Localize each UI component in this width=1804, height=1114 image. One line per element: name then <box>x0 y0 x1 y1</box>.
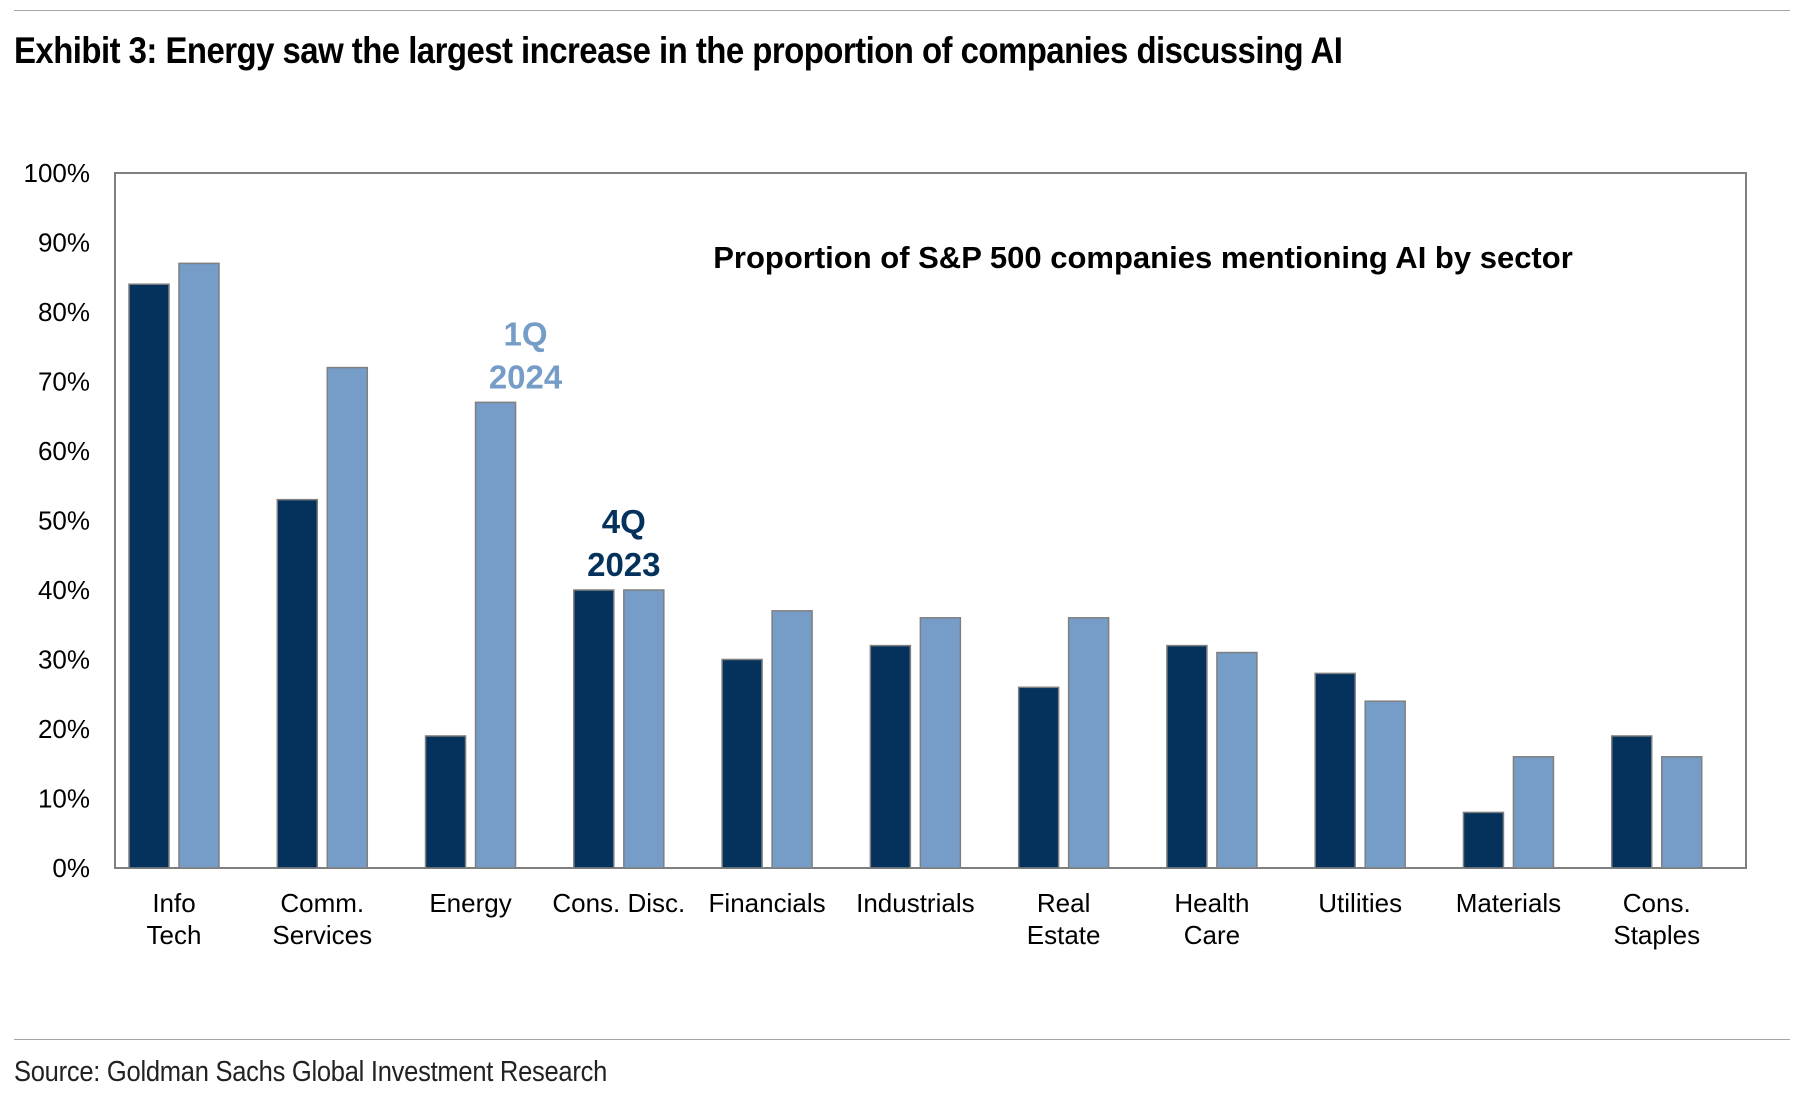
bar <box>1610 735 1653 869</box>
y-tick-label: 70% <box>38 367 90 397</box>
x-tick-label: Staples <box>1613 920 1700 950</box>
exhibit-title: Exhibit 3: Energy saw the largest increa… <box>14 30 1343 71</box>
y-tick-label: 100% <box>24 158 91 188</box>
x-tick-label: Info <box>152 888 195 918</box>
bar <box>721 658 763 869</box>
bar-chart: 0% 10% 20% 30% 40% 50% 60% 70% 80% 90% 100% InfoTec… <box>24 158 1747 950</box>
series-label: 4Q <box>602 503 646 540</box>
x-tick-label: Materials <box>1456 888 1561 918</box>
bar <box>424 735 467 869</box>
x-tick-label: Services <box>272 920 372 950</box>
series-label: 2024 <box>489 358 563 395</box>
bar <box>1067 617 1110 869</box>
x-tick-label: Estate <box>1027 920 1101 950</box>
bar <box>474 401 517 869</box>
y-tick-label: 60% <box>38 436 90 466</box>
bar <box>623 589 665 869</box>
x-tick-label: Comm. <box>280 888 364 918</box>
bar <box>573 589 615 869</box>
chart-title: Proportion of S&P 500 companies mentioni… <box>713 240 1573 275</box>
top-rule <box>14 10 1790 11</box>
x-tick-label: Care <box>1184 920 1240 950</box>
x-tick-label: Cons. Disc. <box>552 888 685 918</box>
bar <box>276 498 319 869</box>
y-tick-label: 20% <box>38 714 90 744</box>
x-tick-label: Financials <box>709 888 826 918</box>
bar <box>1512 756 1555 869</box>
y-tick-label: 80% <box>38 297 90 327</box>
bar <box>869 644 912 869</box>
bar <box>771 610 813 869</box>
x-tick-label: Energy <box>429 888 511 918</box>
y-tick-label: 30% <box>38 645 90 675</box>
x-tick-label: Utilities <box>1318 888 1402 918</box>
bar <box>1166 644 1208 869</box>
y-tick-label: 90% <box>38 228 90 258</box>
bar <box>1364 700 1406 869</box>
y-tick-label: 40% <box>38 575 90 605</box>
bar <box>1216 651 1258 869</box>
bar <box>178 262 220 869</box>
source-note: Source: Goldman Sachs Global Investment … <box>14 1056 608 1088</box>
bar <box>919 617 962 869</box>
x-tick-label: Health <box>1174 888 1249 918</box>
x-tick-label: Real <box>1037 888 1090 918</box>
y-tick-label: 10% <box>38 784 90 814</box>
bar <box>1017 686 1060 869</box>
x-tick-label: Industrials <box>856 888 975 918</box>
bar <box>1660 756 1703 869</box>
x-tick-label: Cons. <box>1623 888 1691 918</box>
bar <box>128 283 170 869</box>
y-tick-label: 50% <box>38 506 90 536</box>
bar <box>326 366 369 869</box>
y-tick-label: 0% <box>52 853 90 883</box>
bar <box>1314 672 1356 869</box>
series-label: 1Q <box>504 315 548 352</box>
series-label: 2023 <box>587 546 660 583</box>
bar <box>1462 811 1505 869</box>
bottom-rule <box>14 1039 1790 1040</box>
x-tick-label: Tech <box>147 920 202 950</box>
